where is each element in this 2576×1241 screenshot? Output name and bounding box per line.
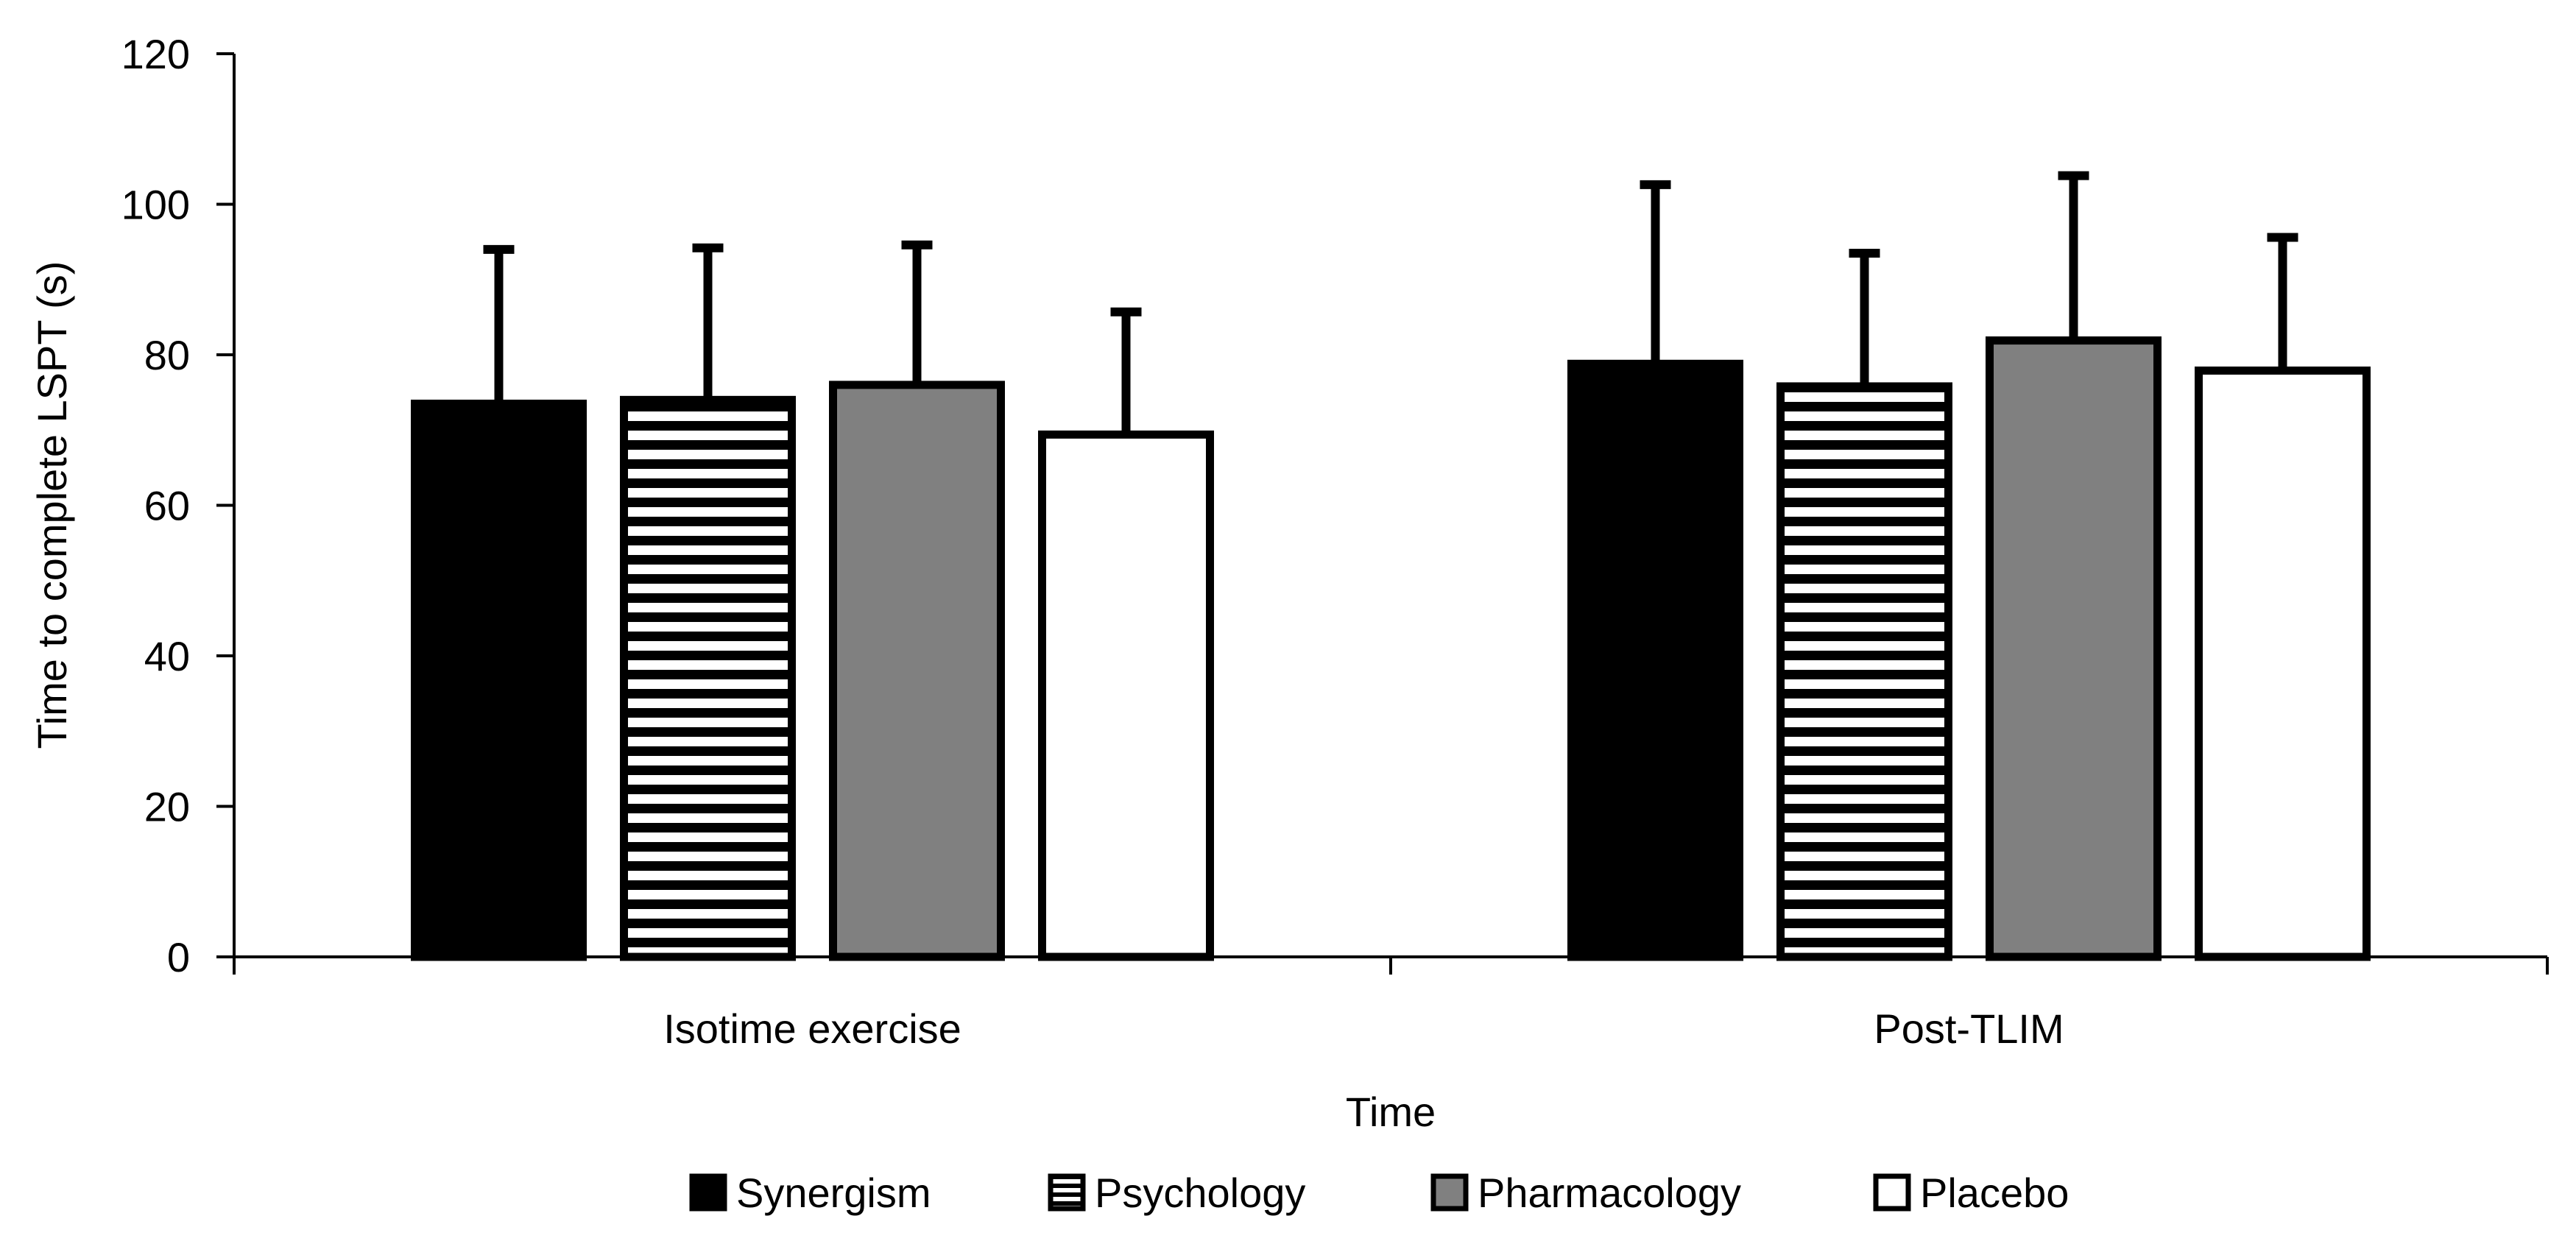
y-tick-label: 80 [144,332,190,378]
legend-item-pharmacology: Pharmacology [1430,1170,1741,1216]
y-tick-label: 60 [144,483,190,529]
bar-synergism-post-tlim [1567,359,1743,961]
bar-synergism-isotime-exercise [411,399,587,961]
x-tick-label: Post-TLIM [1874,1005,2064,1052]
bar-pharmacology-post-tlim [1986,336,2162,961]
legend-item-synergism: Synergism [689,1170,931,1216]
legend-label: Placebo [1920,1170,2069,1216]
legend-swatch [1430,1173,1469,1212]
legend-label: Psychology [1095,1170,1305,1216]
legend-label: Synergism [736,1170,931,1216]
y-axis-title: Time to complete LSPT (s) [29,261,75,749]
legend-item-placebo: Placebo [1873,1170,2069,1216]
x-tick-label: Isotime exercise [663,1005,961,1052]
legend-swatch [689,1173,727,1212]
bar-placebo-post-tlim [2195,366,2371,961]
legend-swatch [1048,1173,1086,1212]
y-tick-label: 0 [167,934,190,980]
bar-psychology-isotime-exercise [620,395,796,961]
legend-item-psychology: Psychology [1048,1170,1305,1216]
bar-placebo-isotime-exercise [1038,430,1214,961]
y-tick-label: 120 [121,31,190,77]
bar-psychology-post-tlim [1776,382,1952,961]
y-tick-label: 40 [144,633,190,679]
bar-pharmacology-isotime-exercise [829,381,1005,961]
legend-label: Pharmacology [1478,1170,1741,1216]
y-tick-label: 20 [144,784,190,830]
y-tick-label: 100 [121,182,190,228]
x-axis-title: Time [1346,1089,1436,1135]
legend-swatch [1873,1173,1911,1212]
